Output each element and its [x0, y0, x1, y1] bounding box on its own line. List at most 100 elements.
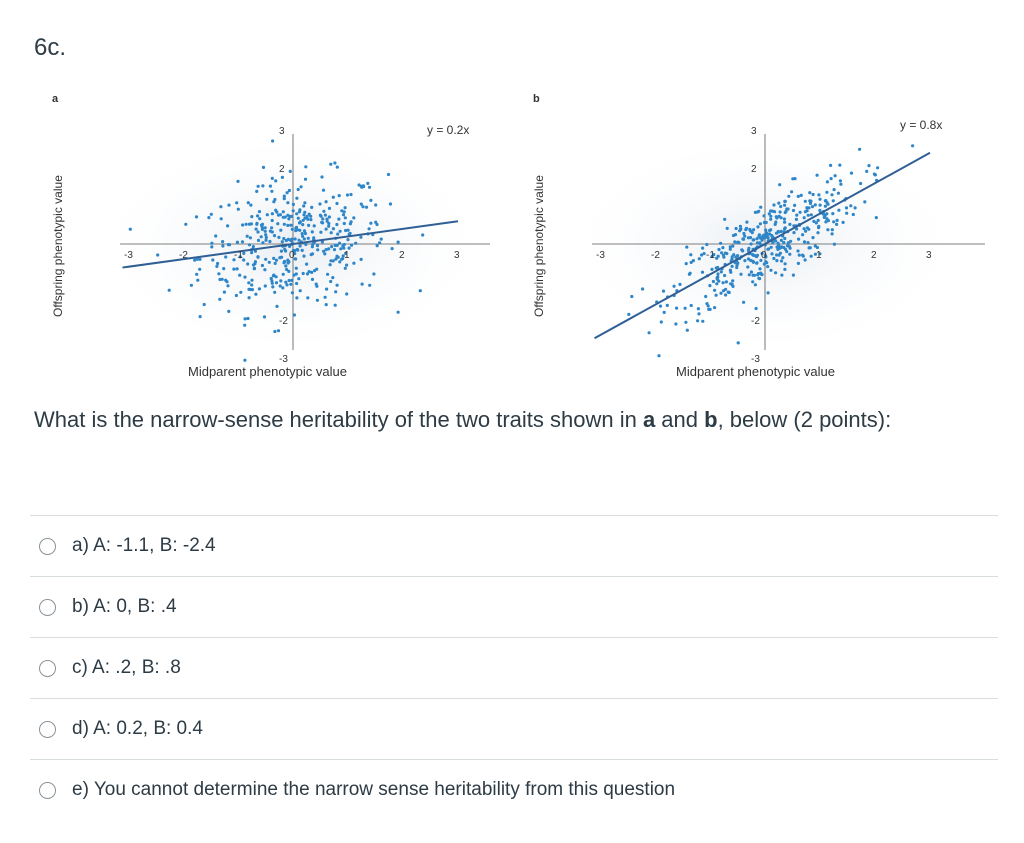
- data-point: [774, 220, 778, 224]
- data-point: [734, 226, 738, 231]
- data-point: [783, 203, 787, 207]
- data-point: [743, 259, 747, 263]
- data-point: [749, 270, 754, 274]
- data-point: [832, 188, 836, 192]
- radio-button[interactable]: [39, 720, 56, 738]
- data-point: [247, 243, 252, 247]
- data-point: [911, 144, 915, 148]
- data-point: [829, 163, 833, 167]
- x-tick-label: -1: [706, 250, 715, 261]
- data-point: [341, 257, 345, 261]
- data-point: [736, 341, 740, 345]
- data-point: [697, 257, 701, 261]
- answer-option-e[interactable]: e) You cannot determine the narrow sense…: [30, 759, 998, 820]
- data-point: [816, 231, 820, 235]
- answer-option-a[interactable]: a) A: -1.1, B: -2.4: [30, 515, 998, 576]
- data-point: [327, 215, 331, 219]
- data-point: [235, 267, 239, 271]
- data-point: [791, 208, 796, 213]
- data-point: [740, 248, 744, 252]
- data-point: [341, 213, 346, 217]
- data-point: [838, 179, 843, 183]
- data-point: [238, 255, 242, 259]
- data-point: [221, 240, 225, 244]
- data-point: [360, 282, 364, 286]
- data-point: [683, 306, 687, 310]
- data-point: [254, 292, 258, 296]
- data-point: [255, 222, 259, 226]
- data-point: [766, 291, 770, 295]
- data-point: [276, 329, 281, 333]
- answer-option-d[interactable]: d) A: 0.2, B: 0.4: [30, 698, 998, 759]
- data-point: [776, 241, 780, 245]
- data-point: [238, 273, 242, 277]
- data-point: [303, 201, 307, 205]
- x-tick-label: 0: [761, 250, 767, 261]
- data-point: [776, 229, 780, 234]
- data-point: [818, 252, 822, 256]
- data-point: [327, 221, 331, 226]
- data-point: [716, 254, 720, 258]
- answer-label: c) A: .2, B: .8: [72, 657, 181, 678]
- data-point: [287, 278, 291, 283]
- panel-b-ylabel: Offspring phenotypic value: [532, 175, 546, 317]
- data-point: [791, 273, 796, 277]
- data-point: [811, 192, 815, 197]
- data-point: [242, 251, 246, 255]
- data-point: [867, 164, 871, 168]
- data-point: [307, 270, 311, 274]
- data-point: [296, 187, 300, 192]
- data-point: [708, 284, 712, 288]
- data-point: [754, 306, 758, 311]
- data-point: [720, 251, 724, 255]
- data-point: [289, 282, 293, 286]
- data-point: [765, 233, 769, 237]
- data-point: [818, 208, 822, 212]
- data-point: [232, 267, 236, 271]
- data-point: [257, 287, 261, 291]
- data-point: [219, 205, 223, 209]
- data-point: [719, 241, 723, 245]
- data-point: [310, 230, 314, 234]
- radio-button[interactable]: [39, 598, 56, 616]
- data-point: [304, 165, 308, 169]
- data-point: [278, 213, 282, 217]
- data-point: [272, 256, 276, 260]
- data-point: [338, 241, 342, 245]
- data-point: [762, 220, 767, 225]
- data-point: [724, 280, 729, 284]
- data-point: [849, 171, 854, 175]
- data-point: [291, 209, 295, 213]
- data-point: [746, 257, 751, 261]
- data-point: [833, 174, 837, 178]
- data-point: [745, 220, 749, 224]
- radio-button[interactable]: [39, 537, 56, 555]
- data-point: [236, 179, 240, 183]
- radio-button[interactable]: [39, 659, 56, 677]
- data-point: [245, 234, 249, 238]
- data-point: [795, 213, 799, 217]
- radio-button[interactable]: [39, 781, 56, 799]
- data-point: [344, 251, 348, 255]
- data-point: [710, 254, 714, 259]
- data-point: [858, 147, 862, 151]
- answer-option-c[interactable]: c) A: .2, B: .8: [30, 637, 998, 698]
- data-point: [207, 216, 211, 220]
- data-point: [831, 212, 835, 216]
- data-point: [217, 272, 221, 276]
- data-point: [780, 273, 784, 277]
- panel-a-letter: a: [52, 93, 59, 105]
- answer-option-b[interactable]: b) A: 0, B: .4: [30, 576, 998, 637]
- data-point: [247, 222, 251, 226]
- x-tick-label: 1: [816, 250, 822, 261]
- data-point: [156, 253, 160, 257]
- y-tick-label: 3: [751, 126, 757, 137]
- answer-label: e) You cannot determine the narrow sense…: [72, 779, 676, 800]
- data-point: [823, 204, 828, 208]
- data-point: [759, 236, 763, 240]
- data-point: [234, 293, 238, 298]
- data-point: [777, 201, 781, 205]
- data-point: [273, 329, 277, 334]
- data-point: [774, 215, 778, 219]
- data-point: [811, 236, 815, 240]
